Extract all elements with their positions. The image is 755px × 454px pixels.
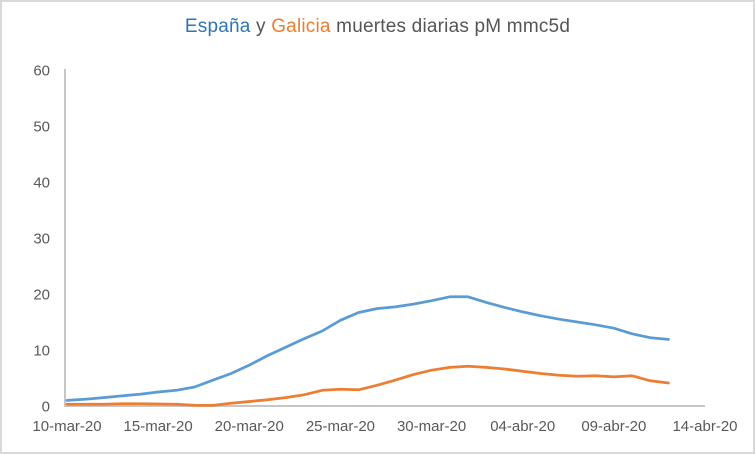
y-axis-label: 10 (33, 343, 50, 360)
x-axis-label: 14-abr-20 (672, 418, 737, 435)
title-series-galicia: Galicia (271, 16, 331, 37)
y-axis-label: 50 (33, 119, 50, 136)
y-axis-label: 40 (33, 175, 50, 192)
chart-title: España y Galicia muertes diarias pM mmc5… (2, 16, 753, 38)
x-axis-label: 20-mar-20 (215, 418, 284, 435)
y-axis-label: 0 (42, 399, 50, 416)
title-suffix: muertes diarias pM mmc5d (330, 16, 571, 37)
x-axis-label: 04-abr-20 (490, 418, 555, 435)
title-connector: y (250, 16, 272, 37)
x-axis-label: 09-abr-20 (581, 418, 646, 435)
x-axis-label: 15-mar-20 (124, 418, 193, 435)
y-axis-label: 20 (33, 287, 50, 304)
x-axis-label: 30-mar-20 (397, 418, 466, 435)
y-axis-label: 30 (33, 231, 50, 248)
x-axis-label: 25-mar-20 (306, 418, 375, 435)
series-line-galicia (65, 364, 670, 407)
x-axis-label: 10-mar-20 (32, 418, 101, 435)
series-line-españa (65, 295, 670, 402)
title-series-espana: España (184, 16, 251, 37)
y-axis-label: 60 (33, 63, 50, 80)
axis-lines (64, 69, 705, 407)
